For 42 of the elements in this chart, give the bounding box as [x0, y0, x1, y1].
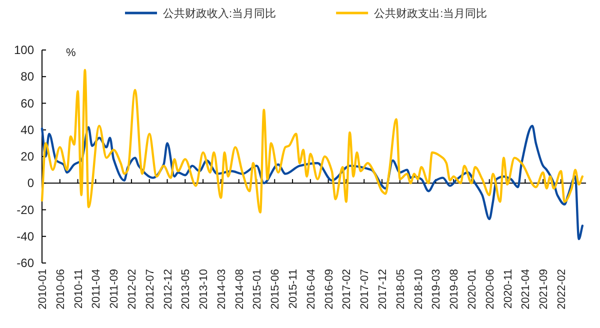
x-tick-label: 2016-09 — [323, 269, 336, 310]
x-tick-label: 2020-01 — [466, 269, 478, 310]
x-tick-label: 2022-02 — [556, 269, 568, 310]
y-tick-label: 60 — [20, 96, 34, 110]
x-tick-label: 2015-06 — [270, 269, 282, 310]
x-tick-label: 2015-01 — [252, 269, 264, 310]
x-tick-label: 2017-02 — [341, 269, 354, 310]
x-tick-label: 2020-06 — [484, 269, 496, 310]
x-tick-label: 2019-08 — [448, 269, 461, 310]
x-tick-label: 2021-09 — [538, 269, 550, 310]
y-tick-label: -20 — [16, 202, 34, 217]
x-tick-label: 2010-01 — [37, 269, 49, 310]
x-tick-label: 2010-06 — [54, 269, 67, 310]
y-tick-label: 20 — [20, 150, 34, 164]
x-tick-label: 2012-02 — [126, 269, 138, 310]
x-tick-label: 2016-04 — [305, 269, 318, 310]
x-tick-label: 2018-10 — [412, 269, 425, 310]
y-tick-label: 0 — [27, 176, 34, 190]
legend-label: 公共财政收入:当月同比 — [163, 7, 276, 20]
x-tick-label: 2013-10 — [198, 269, 210, 310]
x-tick-label: 2014-03 — [216, 269, 228, 310]
x-tick-label: 2017-12 — [377, 269, 389, 310]
y-tick-label: -60 — [16, 256, 34, 270]
x-tick-label: 2017-07 — [359, 269, 372, 310]
x-tick-label: 2012-07 — [144, 269, 156, 310]
y-axis-title: % — [66, 47, 76, 59]
x-tick-label: 2019-03 — [430, 269, 443, 310]
y-tick-label: 80 — [20, 70, 34, 84]
x-tick-label: 2015-11 — [288, 269, 300, 309]
x-tick-label: 2010-11 — [72, 269, 85, 309]
x-tick-label: 2013-05 — [180, 269, 192, 310]
y-tick-label: -40 — [16, 229, 34, 244]
x-tick-label: 2014-08 — [234, 269, 246, 310]
x-tick-label: 2018-05 — [394, 269, 407, 310]
y-tick-label: 100 — [14, 43, 34, 57]
x-tick-label: 2020-11 — [502, 269, 514, 309]
y-tick-label: 40 — [20, 122, 34, 137]
x-tick-label: 2011-04 — [90, 269, 103, 309]
legend-label: 公共财政支出:当月同比 — [374, 7, 488, 20]
x-tick-label: 2011-09 — [108, 269, 121, 309]
x-tick-label: 2012-12 — [162, 269, 174, 310]
x-tick-label: 2021-04 — [520, 269, 532, 310]
